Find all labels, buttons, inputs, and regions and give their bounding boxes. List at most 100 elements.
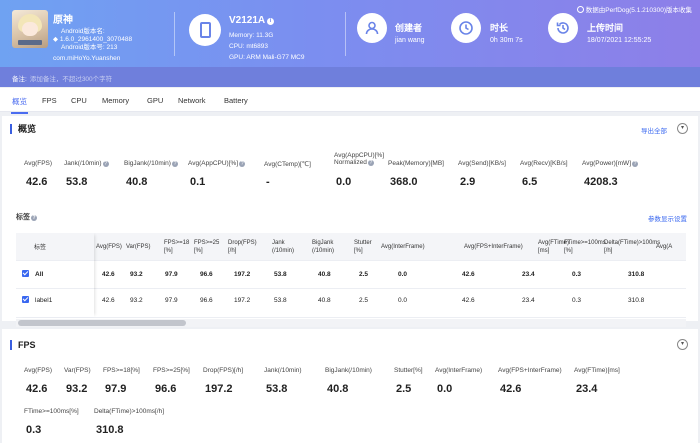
overview-stat-label: Avg(Recv)[KB/s] xyxy=(520,160,568,167)
column-header[interactable]: FPS>=18 [%] xyxy=(164,240,190,254)
phone-icon xyxy=(189,14,221,46)
table-cell: 40.8 xyxy=(318,271,331,278)
overview-stat-label: Peak(Memory)[MB] xyxy=(388,160,444,167)
export-all-button[interactable]: 导出全部 xyxy=(641,128,667,135)
labels-title: 标签? xyxy=(16,214,37,221)
table-cell: 97.9 xyxy=(165,297,178,304)
fps-stat-value: 0.0 xyxy=(437,383,453,395)
help-icon[interactable]: ? xyxy=(171,161,178,167)
column-header[interactable]: FTime>=100ms [%] xyxy=(564,240,606,254)
creator-label: 创建者 xyxy=(395,23,423,33)
help-icon[interactable]: ? xyxy=(367,160,374,166)
overview-stat-value: 53.8 xyxy=(66,176,88,188)
overview-stat-label: Avg(AppCPU)[%]? xyxy=(188,160,246,167)
fps-panel: FPS ▾ Avg(FPS) 42.6 Var(FPS) 93.2 FPS>=18[%]… xyxy=(2,329,698,443)
row-label-all: All xyxy=(35,271,44,278)
table-cell: 42.6 xyxy=(102,297,115,304)
row-checkbox-label1[interactable] xyxy=(22,296,29,303)
table-scrollbar-thumb[interactable] xyxy=(18,320,186,326)
fps-stat-value: 97.9 xyxy=(105,383,127,395)
overview-stat-label: Avg(FPS) xyxy=(24,160,53,167)
report-header: 原神 Android版本名: ◆ 1.6.0_2961400_3070488 A… xyxy=(0,0,700,67)
overview-stat-label: Avg(Send)[KB/s] xyxy=(458,160,506,167)
user-icon xyxy=(357,13,387,43)
tab-network[interactable]: Network xyxy=(178,96,206,105)
param-settings-link[interactable]: 参数显示设置 xyxy=(648,216,687,223)
tab-cpu[interactable]: CPU xyxy=(71,96,87,105)
device-name: V2121A i xyxy=(229,15,275,26)
overview-stat-label: Avg(CTemp)[℃] xyxy=(264,161,311,168)
fps-stat-label: Var(FPS) xyxy=(64,367,91,374)
table-cell: 93.2 xyxy=(130,297,143,304)
column-header[interactable]: Avg(A xyxy=(656,244,673,250)
info-icon[interactable]: i xyxy=(267,18,275,25)
help-icon[interactable]: ? xyxy=(102,161,109,167)
fps-stat-value: 93.2 xyxy=(66,383,88,395)
column-header[interactable]: FPS>=25 [%] xyxy=(194,240,220,254)
table-cell: 42.6 xyxy=(102,271,115,278)
collapse-overview-icon[interactable]: ▾ xyxy=(677,123,688,134)
table-cell: 197.2 xyxy=(234,271,251,278)
remark-input[interactable]: 添加备注，不超过300个字符 xyxy=(29,76,113,83)
collapse-fps-icon[interactable]: ▾ xyxy=(677,339,688,350)
table-cell: 40.8 xyxy=(318,297,331,304)
help-icon[interactable]: ? xyxy=(31,215,37,221)
tab-overview[interactable]: 概览 xyxy=(11,97,28,114)
table-cell: 53.8 xyxy=(274,297,287,304)
table-cell: 42.6 xyxy=(462,271,475,278)
column-header[interactable]: Jank (/10min) xyxy=(272,240,295,254)
fps-stat-label: Avg(FPS) xyxy=(24,367,53,374)
fps-stat-label: Delta(FTime)>100ms[/h] xyxy=(94,408,165,415)
remark-label: 备注: xyxy=(12,76,27,83)
source-note: 数据由PerfDog(5.1.210300)版本收集 xyxy=(576,4,692,14)
clock-icon xyxy=(451,13,481,43)
overview-stat-label: Jank(/10min)? xyxy=(64,160,109,167)
column-header-label: 标签 xyxy=(34,245,47,251)
column-header[interactable]: Drop(FPS) [/h] xyxy=(228,240,257,254)
fps-stat-label: FPS>=18[%] xyxy=(103,367,140,374)
app-version-name-label: Android版本名: xyxy=(61,28,105,35)
tab-gpu[interactable]: GPU xyxy=(147,96,164,105)
app-package: com.miHoYo.Yuanshen xyxy=(53,55,121,62)
history-icon xyxy=(548,13,578,43)
duration-value: 0h 30m 7s xyxy=(490,37,523,44)
overview-stat-value: 4208.3 xyxy=(584,176,618,188)
table-header xyxy=(16,233,686,260)
overview-stat-value: 42.6 xyxy=(26,176,48,188)
fps-stat-value: 310.8 xyxy=(96,424,124,436)
column-header[interactable]: Var(FPS) xyxy=(126,244,151,250)
row-checkbox-all[interactable] xyxy=(22,270,29,277)
remark-bar[interactable]: 备注: 添加备注，不超过300个字符 xyxy=(0,67,700,87)
column-header[interactable]: BigJank (/10min) xyxy=(312,240,335,254)
column-header[interactable]: Stutter [%] xyxy=(354,240,372,254)
column-header[interactable]: Avg(FPS+InterFrame) xyxy=(464,244,523,250)
table-cell: 42.6 xyxy=(462,297,475,304)
creator-value: jian wang xyxy=(395,37,425,44)
device-memory: Memory: 11.3G xyxy=(229,32,274,39)
tab-memory[interactable]: Memory xyxy=(102,96,130,105)
column-header[interactable]: Avg(FPS) xyxy=(96,244,122,250)
overview-stat-value: 0.1 xyxy=(190,176,206,188)
table-scrollbar[interactable] xyxy=(16,319,686,327)
overview-title: 概览 xyxy=(10,124,36,134)
column-header[interactable]: Avg(FTime) [ms] xyxy=(538,240,570,254)
tab-fps[interactable]: FPS xyxy=(42,96,57,105)
help-icon[interactable]: ? xyxy=(239,161,246,167)
fps-stat-value: 23.4 xyxy=(576,383,598,395)
table-cell: 93.2 xyxy=(130,271,143,278)
column-header[interactable]: Delta(FTime)>100ms [/h] xyxy=(604,240,661,254)
fps-stat-label: FTime>=100ms[%] xyxy=(24,408,79,415)
frozen-label-column: 标签 All label1 xyxy=(16,233,94,317)
table-cell: 0.0 xyxy=(398,297,408,304)
overview-stat-value: 2.9 xyxy=(460,176,476,188)
fps-stat-value: 42.6 xyxy=(26,383,48,395)
info-circle-icon xyxy=(576,6,584,13)
overview-stat-label: Avg(Power)[mW]? xyxy=(582,160,638,167)
help-icon[interactable]: ? xyxy=(632,161,638,167)
column-header[interactable]: Avg(InterFrame) xyxy=(381,244,425,250)
app-version-name: ◆ 1.6.0_2961400_3070488 xyxy=(53,36,133,43)
table-cell: 96.6 xyxy=(200,297,213,304)
upload-time-value: 18/07/2021 12:55:25 xyxy=(587,37,652,44)
fps-stat-value: 96.6 xyxy=(155,383,177,395)
tab-battery[interactable]: Battery xyxy=(224,96,248,105)
